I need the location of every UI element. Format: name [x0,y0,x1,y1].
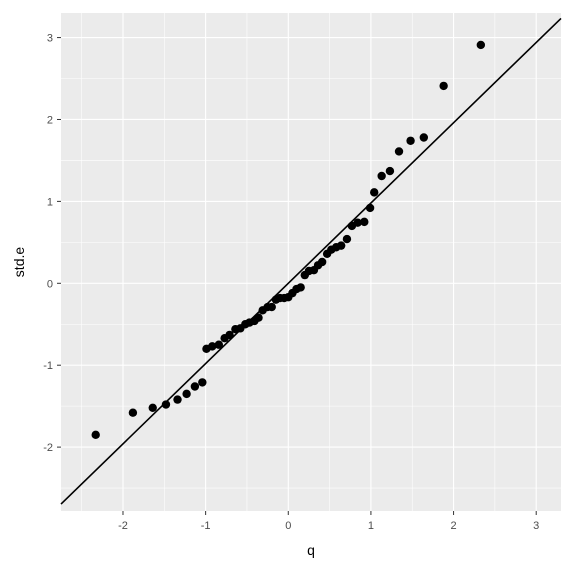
reference-line-group [60,17,562,505]
data-point [419,133,429,142]
y-axis-title: std.e [11,247,27,278]
data-point [385,166,395,176]
data-point [365,203,375,213]
data-point [439,81,448,91]
x-tick-label: -1 [201,520,211,532]
data-point [296,283,305,292]
data-point [128,408,138,417]
reference-line [60,17,562,505]
x-axis-ticks: -2 -1 0 1 2 3 [118,511,539,532]
data-point [406,136,415,145]
data-point [370,188,379,197]
x-axis-title: q [307,542,315,558]
minor-gridlines [61,13,561,511]
data-point [173,395,182,404]
data-point [377,171,386,181]
data-point [254,313,263,322]
data-points [91,40,486,440]
data-point [317,257,327,267]
y-tick-label: 2 [47,114,53,126]
y-axis-ticks: -2 -1 0 1 2 3 [43,33,61,454]
data-point [225,330,234,340]
data-point [353,218,362,227]
data-point [476,40,486,50]
y-tick-label: 3 [47,33,53,45]
data-point [342,234,352,244]
data-point [148,403,157,412]
x-tick-label: -2 [118,520,128,532]
x-tick-label: 0 [285,520,291,532]
data-point [394,147,404,156]
x-tick-label: 3 [533,520,539,532]
data-point [190,382,200,391]
data-point [161,400,171,409]
y-tick-label: 0 [47,278,53,290]
data-point [208,342,217,351]
y-tick-label: 1 [47,196,53,208]
data-point [214,340,224,349]
y-tick-label: -1 [43,360,53,372]
data-point [182,389,191,399]
x-tick-label: 2 [450,520,456,532]
data-point [336,241,346,250]
x-tick-label: 1 [368,520,374,532]
y-tick-label: -2 [43,442,53,454]
data-point [91,430,100,440]
data-point [198,378,207,387]
data-point [267,302,276,312]
major-gridlines [61,13,561,511]
data-point [360,217,369,227]
